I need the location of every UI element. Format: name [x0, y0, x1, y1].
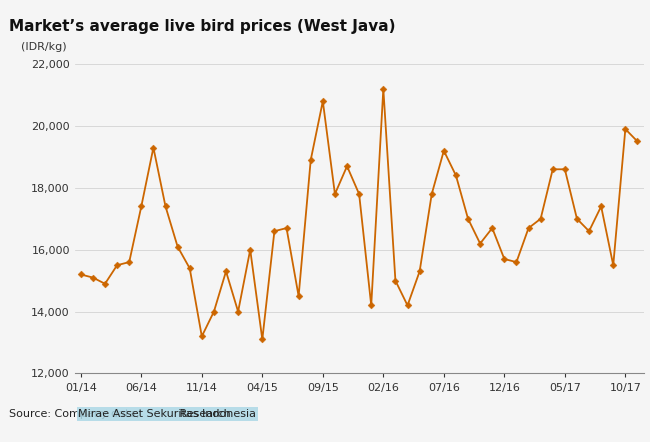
Text: (IDR/kg): (IDR/kg): [21, 42, 66, 52]
Text: Mirae Asset Sekuritas Indonesia: Mirae Asset Sekuritas Indonesia: [79, 409, 257, 419]
Text: Source: Company data,: Source: Company data,: [9, 409, 144, 419]
Text: Research: Research: [176, 409, 231, 419]
Text: Market’s average live bird prices (West Java): Market’s average live bird prices (West …: [9, 19, 396, 34]
